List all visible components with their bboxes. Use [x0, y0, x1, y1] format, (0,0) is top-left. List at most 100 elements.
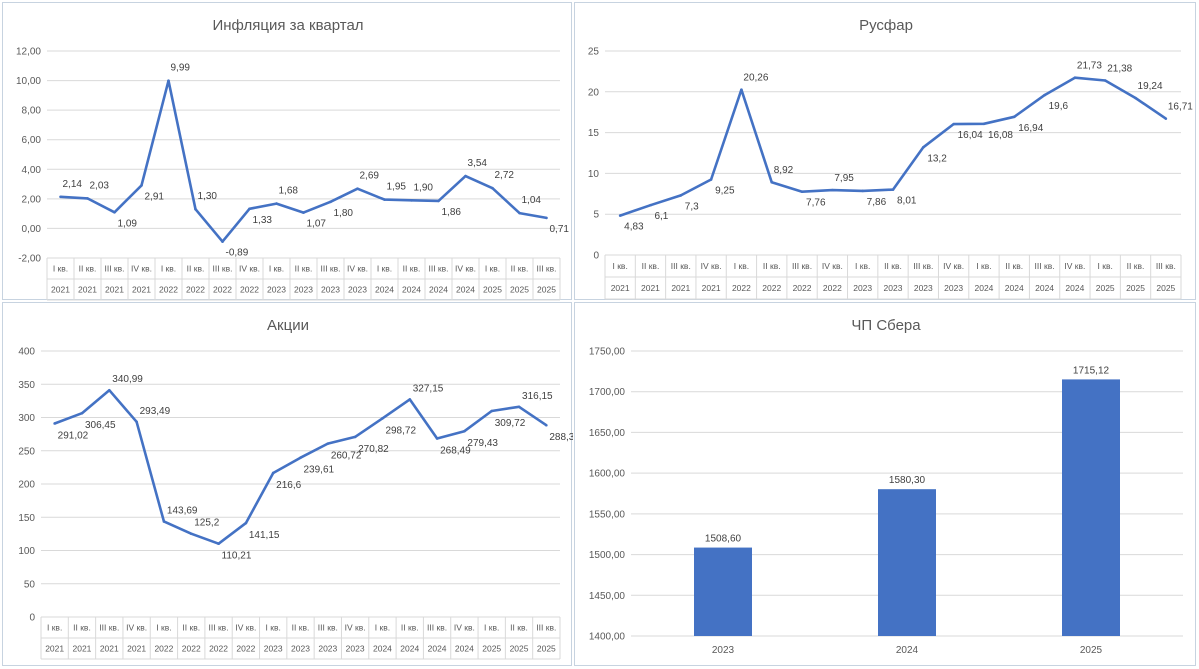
inflation-year-label: 2022: [240, 285, 259, 295]
rusfar-year-label: 2022: [732, 283, 751, 293]
rusfar-data-label: 16,71: [1168, 102, 1193, 113]
rusfar-quarter-label: III кв.: [1035, 261, 1055, 271]
sber-profit-chart: ЧП Сбера 1400,00 1450,00 1500,00 1550,00 160…: [589, 317, 1183, 656]
sber-bar: [878, 489, 936, 636]
stocks-data-label: 216,6: [276, 480, 301, 491]
inflation-quarter-label: I кв.: [377, 264, 392, 274]
rusfar-quarter-label: II кв.: [1127, 261, 1145, 271]
rusfar-year-label: 2023: [884, 283, 903, 293]
rusfar-quarter-label: IV кв.: [1064, 261, 1085, 271]
inflation-y-tick-label: 8,00: [22, 106, 42, 117]
inflation-quarter-label: III кв.: [536, 264, 556, 274]
sber-y-tick-label: 1600,00: [589, 469, 626, 480]
sber-profit-chart-panel: ЧП Сбера 1400,00 1450,00 1500,00 1550,00 160…: [574, 302, 1196, 666]
rusfar-y-tick-label: 25: [588, 47, 600, 58]
rusfar-quarter-label: II кв.: [1005, 261, 1023, 271]
inflation-quarter-label: I кв.: [53, 264, 68, 274]
stocks-data-label: 293,49: [140, 406, 171, 417]
stocks-quarter-label: III кв.: [427, 623, 447, 633]
sber-data-label: 1715,12: [1073, 365, 1110, 376]
rusfar-quarter-label: IV кв.: [701, 261, 722, 271]
inflation-data-label: 1,30: [198, 191, 218, 202]
rusfar-chart-panel: Русфар 0 5 10 15 20 25 I кв. II кв. III кв. IV кв…: [574, 2, 1196, 300]
stocks-data-label: 268,49: [440, 445, 471, 456]
inflation-quarter-label: IV кв.: [131, 264, 152, 274]
stocks-data-label: 327,15: [413, 383, 444, 394]
rusfar-year-label: 2021: [702, 283, 721, 293]
stocks-data-label: 288,36: [549, 432, 573, 443]
stocks-quarter-label: IV кв.: [345, 623, 366, 633]
sber-data-label: 1580,30: [889, 475, 926, 486]
stocks-year-label: 2022: [154, 644, 173, 654]
rusfar-year-label: 2023: [914, 283, 933, 293]
inflation-year-label: 2023: [294, 285, 313, 295]
inflation-quarter-label: IV кв.: [239, 264, 260, 274]
stocks-year-label: 2022: [209, 644, 228, 654]
stocks-series-line: [54, 388, 548, 545]
stocks-y-tick-label: 150: [18, 513, 35, 524]
stocks-chart: Акции 0 50 100 150 200 250 300 350 400 I кв. II кв…: [18, 317, 573, 660]
sber-y-tick-label: 1700,00: [589, 387, 626, 398]
stocks-year-label: 2025: [510, 644, 529, 654]
rusfar-data-label: 7,3: [685, 201, 699, 212]
stocks-quarter-label: II кв.: [73, 623, 91, 633]
inflation-y-tick-label: 0,00: [22, 224, 42, 235]
stocks-quarter-label: IV кв.: [126, 623, 147, 633]
stocks-data-point: [189, 532, 193, 536]
inflation-data-label: -0,89: [226, 248, 249, 259]
stocks-year-label: 2023: [291, 644, 310, 654]
stocks-year-label: 2021: [127, 644, 146, 654]
rusfar-year-label: 2025: [1096, 283, 1115, 293]
stocks-quarter-label: I кв.: [47, 623, 62, 633]
rusfar-data-label: 4,83: [624, 222, 644, 233]
stocks-quarter-label: I кв.: [266, 623, 281, 633]
stocks-year-label: 2024: [373, 644, 392, 654]
rusfar-data-label: 13,2: [927, 153, 947, 164]
stocks-data-point: [299, 456, 302, 459]
stocks-year-label: 2022: [236, 644, 255, 654]
inflation-chart-title: Инфляция за квартал: [212, 17, 363, 34]
rusfar-quarter-label: IV кв.: [822, 261, 843, 271]
stocks-y-tick-label: 0: [29, 613, 35, 624]
stocks-quarter-label: II кв.: [182, 623, 200, 633]
stocks-data-point: [107, 388, 111, 392]
stocks-y-tick-label: 200: [18, 480, 35, 491]
sber-category-label: 2024: [896, 645, 919, 656]
inflation-data-point: [113, 211, 116, 214]
rusfar-year-label: 2021: [611, 283, 630, 293]
stocks-data-point: [244, 521, 248, 525]
stocks-year-label: 2021: [45, 644, 64, 654]
rusfar-year-label: 2025: [1156, 283, 1175, 293]
inflation-quarter-label: I кв.: [161, 264, 176, 274]
sber-y-tick-label: 1450,00: [589, 591, 626, 602]
inflation-data-point: [437, 199, 440, 203]
rusfar-data-point: [982, 122, 986, 126]
stocks-quarter-label: III кв.: [318, 623, 338, 633]
inflation-quarter-label: II кв.: [79, 264, 97, 274]
stocks-data-point: [490, 409, 494, 413]
inflation-quarter-label: II кв.: [403, 264, 421, 274]
inflation-y-tick-label: 10,00: [16, 76, 41, 87]
rusfar-year-label: 2022: [823, 283, 842, 293]
inflation-data-label: 1,07: [307, 219, 327, 230]
sber-y-tick-label: 1750,00: [589, 347, 626, 358]
stocks-data-point: [353, 435, 357, 439]
stocks-quarter-label: II кв.: [510, 623, 528, 633]
rusfar-y-tick-label: 0: [593, 251, 599, 262]
inflation-data-point: [491, 186, 494, 190]
rusfar-data-point: [861, 189, 864, 193]
inflation-data-label: 1,68: [279, 186, 299, 197]
rusfar-data-point: [618, 214, 622, 217]
inflation-data-point: [302, 211, 305, 214]
inflation-data-label: 2,69: [360, 171, 380, 182]
rusfar-year-label: 2024: [1005, 283, 1024, 293]
stocks-y-tick-label: 100: [18, 546, 35, 557]
inflation-quarter-label: IV кв.: [347, 264, 368, 274]
stocks-year-label: 2024: [455, 644, 474, 654]
inflation-year-label: 2024: [429, 285, 448, 295]
stocks-quarter-label: II кв.: [292, 623, 310, 633]
rusfar-quarter-label: IV кв.: [943, 261, 964, 271]
inflation-year-label: 2021: [78, 285, 97, 295]
stocks-y-tick-label: 400: [18, 347, 35, 358]
inflation-y-tick-label: 6,00: [22, 135, 42, 146]
